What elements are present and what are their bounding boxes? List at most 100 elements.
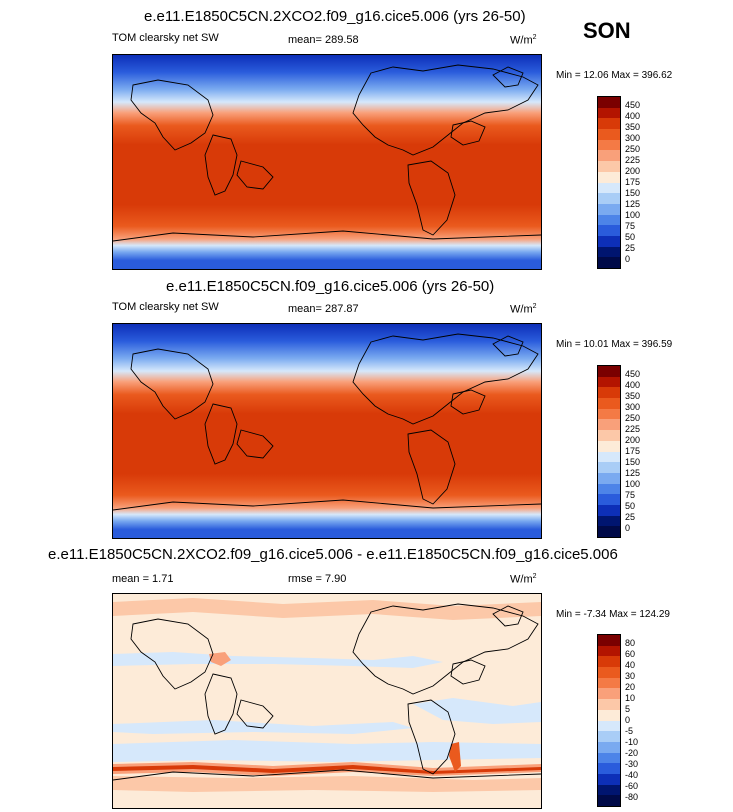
panel2-colorbar-swatch [598, 526, 620, 537]
panel1-colorbar-label: 350 [625, 122, 641, 132]
panel3-colorbar-swatch [598, 667, 620, 678]
panel1-map [112, 54, 542, 270]
panel2-colorbar-label: 25 [625, 512, 636, 522]
panel2-colorbar-swatch [598, 419, 620, 431]
panel3-units: W/m2 [510, 573, 537, 586]
panel2-colorbar-label: 250 [625, 413, 641, 423]
panel3-colorbar-swatch [598, 656, 620, 668]
panel2-mean-label: mean= 287.87 [288, 303, 359, 315]
panel2-colorbar-label: 50 [625, 501, 636, 511]
panel3-field [113, 594, 541, 808]
season-label: SON [583, 18, 631, 43]
panel1-colorbar-swatch [598, 97, 620, 108]
panel3-colorbar-label: 40 [625, 660, 636, 670]
panel1-coastlines [113, 64, 541, 242]
panel2-colorbar-label: 175 [625, 446, 641, 456]
panel1-colorbar-swatch [598, 203, 620, 215]
panel1-colorbar-label: 0 [625, 254, 631, 264]
panel3-colorbar-label: 30 [625, 671, 636, 681]
panel2-colorbar-label: 350 [625, 391, 641, 401]
panel3-colorbar-swatch [598, 752, 620, 764]
panel3-colorbar-label: -60 [625, 781, 639, 791]
panel3-colorbar-swatch [598, 763, 620, 774]
panel2-colorbar-swatch [598, 366, 620, 377]
panel2-colorbar-label: 150 [625, 457, 641, 467]
panel1-colorbar-label: 100 [625, 210, 641, 220]
panel2-colorbar-label: 200 [625, 435, 641, 445]
panel3-colorbar-label: 10 [625, 693, 636, 703]
panel1-colorbar-label: 300 [625, 133, 641, 143]
panel2-colorbar-swatch [598, 440, 620, 452]
panel1-colorbar-swatch [598, 107, 620, 119]
panel3-colorbar-label: 60 [625, 649, 636, 659]
panel2-colorbar-label: 125 [625, 468, 641, 478]
panel2-colorbar-label: 75 [625, 490, 636, 500]
panel1-colorbar-label: 25 [625, 243, 636, 253]
panel1-colorbar-label: 125 [625, 199, 641, 209]
panel3-colorbar-swatch [598, 741, 620, 753]
panel1-colorbar-label: 175 [625, 177, 641, 187]
panel1-field [113, 55, 541, 269]
panel2-colorbar-swatch [598, 430, 620, 441]
panel1-title: e.e11.E1850C5CN.2XCO2.f09_g16.cice5.006 … [144, 8, 526, 25]
panel3-colorbar-label: -80 [625, 792, 639, 802]
panel3-minmax: Min = -7.34 Max = 124.29 [556, 609, 670, 620]
panel3-colorbar-swatch [598, 720, 620, 732]
panel1-units: W/m2 [510, 34, 537, 47]
panel3-rmse-label: rmse = 7.90 [288, 573, 347, 585]
panel2-colorbar-swatch [598, 408, 620, 420]
panel2-colorbar-swatch [598, 398, 620, 409]
panel1-colorbar-swatch [598, 193, 620, 204]
panel3-map [112, 593, 542, 809]
panel2-colorbar-swatch [598, 483, 620, 495]
panel3-colorbar-label: -40 [625, 770, 639, 780]
panel3-colorbar-label: -30 [625, 759, 639, 769]
panel1-colorbar-swatch [598, 246, 620, 258]
panel1-colorbar-label: 50 [625, 232, 636, 242]
panel1-mean-label: mean= 289.58 [288, 34, 359, 46]
panel2-units: W/m2 [510, 303, 537, 316]
panel3-colorbar-swatch [598, 677, 620, 689]
panel1-colorbar [597, 96, 621, 269]
panel1-colorbar-swatch [598, 150, 620, 162]
panel2-field [113, 324, 541, 538]
panel2-colorbar-label: 0 [625, 523, 631, 533]
panel1-colorbar-label: 225 [625, 155, 641, 165]
panel2-colorbar-label: 100 [625, 479, 641, 489]
panel1-colorbar-swatch [598, 171, 620, 183]
panel1-colorbar-swatch [598, 139, 620, 151]
panel3-colorbar-label: 0 [625, 715, 631, 725]
panel1-minmax: Min = 12.06 Max = 396.62 [556, 70, 673, 81]
panel1-colorbar-swatch [598, 118, 620, 130]
panel3-colorbar-swatch [598, 635, 620, 646]
panel1-colorbar-swatch [598, 182, 620, 194]
panel3-colorbar-label: 80 [625, 638, 636, 648]
panel2-colorbar [597, 365, 621, 538]
panel3-colorbar-swatch [598, 731, 620, 742]
panel2-colorbar-label: 450 [625, 369, 641, 379]
panel1-colorbar-swatch [598, 257, 620, 268]
panel3-colorbar-swatch [598, 784, 620, 796]
panel1-colorbar-swatch [598, 161, 620, 172]
panel2-variable-label: TOM clearsky net SW [112, 301, 219, 313]
panel1-colorbar-swatch [598, 214, 620, 226]
panel1-variable-label: TOM clearsky net SW [112, 32, 219, 44]
panel3-colorbar-swatch [598, 795, 620, 806]
panel2-colorbar-swatch [598, 504, 620, 516]
panel3-colorbar-swatch [598, 645, 620, 657]
panel3-coastlines [113, 603, 541, 781]
panel3-colorbar-label: -5 [625, 726, 634, 736]
panel1-colorbar-label: 75 [625, 221, 636, 231]
panel2-colorbar-swatch [598, 376, 620, 388]
panel2-title: e.e11.E1850C5CN.f09_g16.cice5.006 (yrs 2… [166, 278, 495, 295]
panel1-colorbar-label: 200 [625, 166, 641, 176]
panel1-colorbar-label: 250 [625, 144, 641, 154]
panel2-colorbar-swatch [598, 494, 620, 505]
panel1-colorbar-label: 400 [625, 111, 641, 121]
panel2-colorbar-swatch [598, 472, 620, 484]
panel2-colorbar-label: 400 [625, 380, 641, 390]
panel2-map [112, 323, 542, 539]
panel2-colorbar-label: 225 [625, 424, 641, 434]
panel3-mean-label: mean = 1.71 [112, 573, 174, 585]
panel1-colorbar-swatch [598, 129, 620, 140]
